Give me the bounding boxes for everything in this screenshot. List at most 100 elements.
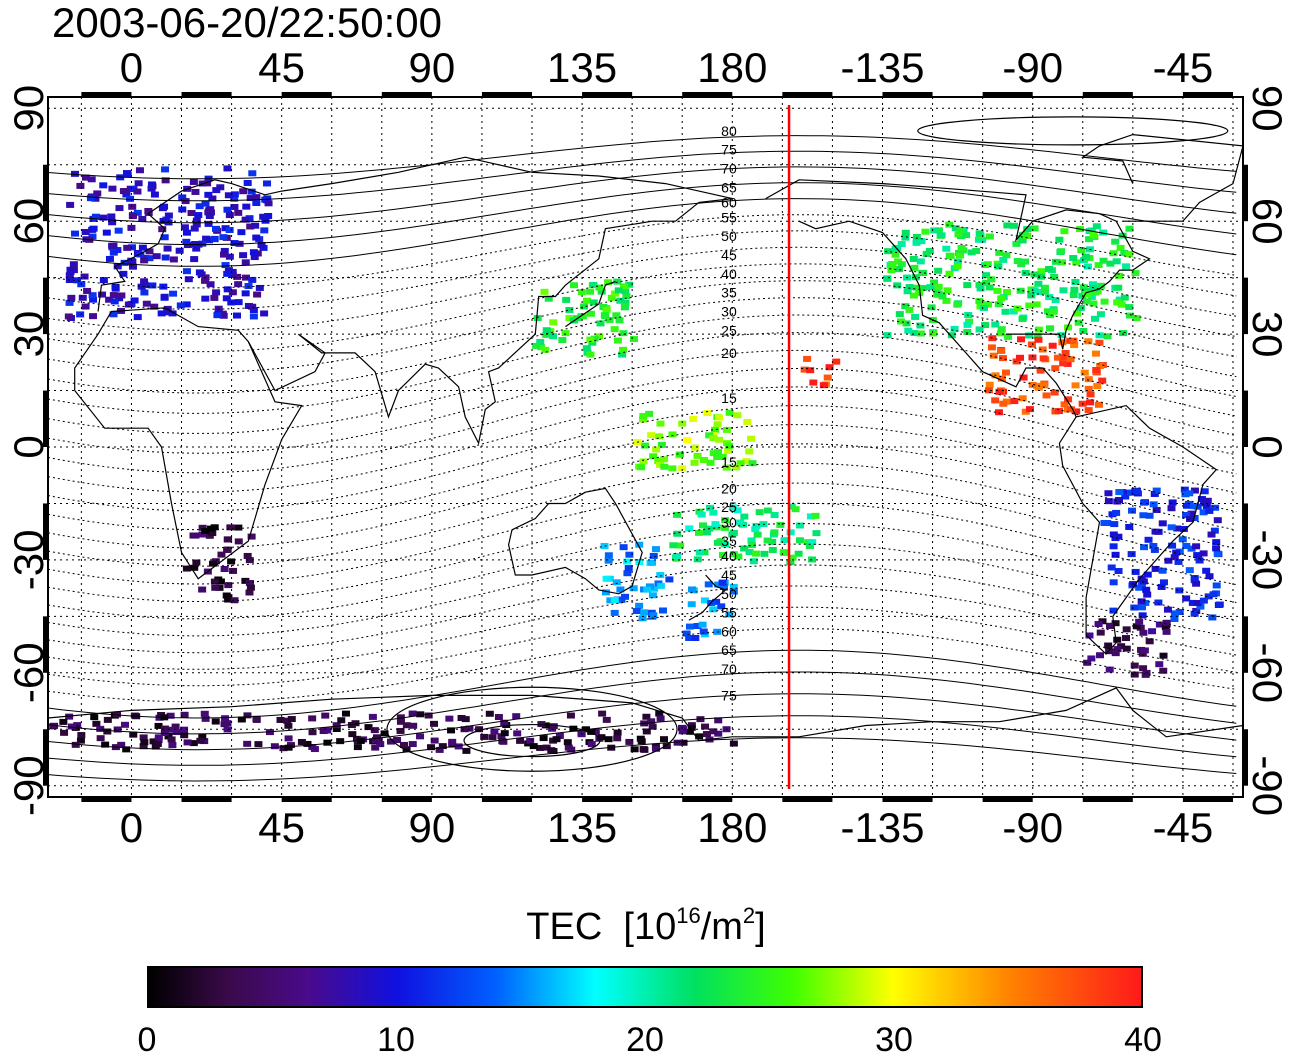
tec-pixel bbox=[717, 603, 726, 610]
tec-pixel bbox=[1071, 382, 1080, 389]
frame-bar-bottom bbox=[682, 797, 733, 802]
mag-contour bbox=[47, 715, 1237, 766]
tec-pixel bbox=[220, 247, 229, 254]
tec-pixel bbox=[613, 729, 622, 736]
tec-pixel bbox=[1003, 289, 1012, 296]
tec-pixel bbox=[1015, 354, 1024, 361]
tec-pixel bbox=[154, 734, 163, 741]
tec-pixel bbox=[279, 745, 288, 752]
tec-pixel bbox=[91, 195, 100, 202]
tec-pixel bbox=[1204, 593, 1213, 600]
tec-pixel bbox=[122, 191, 131, 198]
tec-pixel bbox=[393, 737, 402, 744]
tec-pixel bbox=[997, 347, 1006, 354]
tec-pixel bbox=[241, 290, 250, 297]
tec-pixel bbox=[253, 291, 262, 298]
tec-pixel bbox=[690, 459, 699, 466]
tec-pixel bbox=[542, 327, 551, 334]
timestamp: 2003-06-20/22:50:00 bbox=[52, 0, 442, 46]
tec-pixel bbox=[1072, 408, 1081, 415]
tec-pixel bbox=[589, 299, 598, 306]
tec-pixel bbox=[668, 465, 677, 472]
frame-bar-right bbox=[1243, 390, 1248, 447]
tec-pixel bbox=[1155, 661, 1164, 668]
tec-pixel bbox=[725, 442, 734, 449]
tec-pixel bbox=[1135, 618, 1144, 625]
tec-pixel bbox=[113, 263, 122, 270]
contour-label: 70 bbox=[721, 161, 737, 177]
tec-pixel bbox=[1124, 251, 1133, 258]
tec-pixel bbox=[565, 306, 574, 313]
contour-label: 55 bbox=[721, 209, 737, 225]
tec-pixel bbox=[1081, 253, 1090, 260]
tec-pixel bbox=[70, 170, 79, 177]
tec-pixel bbox=[109, 242, 118, 249]
tec-pixel bbox=[656, 420, 665, 427]
tec-pixel bbox=[912, 239, 921, 246]
tec-pixel bbox=[909, 292, 918, 299]
tec-pixel bbox=[587, 741, 596, 748]
tec-region-s-america bbox=[1100, 486, 1224, 622]
frame-bar-top bbox=[481, 92, 533, 97]
mag-contour bbox=[47, 462, 1237, 567]
tec-pixel bbox=[602, 716, 611, 723]
frame-bar-bottom bbox=[1182, 797, 1233, 802]
tec-pixel bbox=[962, 232, 971, 239]
tec-pixel bbox=[635, 602, 644, 609]
tec-pixel bbox=[642, 728, 651, 735]
tec-pixel bbox=[616, 297, 625, 304]
tec-pixel bbox=[640, 442, 649, 449]
tec-pixel bbox=[1034, 280, 1043, 287]
tec-pixel bbox=[1051, 365, 1060, 372]
tec-pixel bbox=[213, 312, 222, 319]
tec-pixel bbox=[806, 367, 815, 374]
tec-pixel bbox=[1212, 545, 1221, 552]
tec-pixel bbox=[76, 311, 85, 318]
tec-pixel bbox=[539, 735, 548, 742]
tec-pixel bbox=[635, 541, 644, 548]
lat-tick-right: -30 bbox=[1244, 530, 1291, 591]
tec-pixel bbox=[380, 730, 389, 737]
tec-pixel bbox=[823, 374, 832, 381]
tec-pixel bbox=[1162, 619, 1171, 626]
tec-pixel bbox=[135, 167, 144, 174]
tec-pixel bbox=[582, 297, 591, 304]
tec-pixel bbox=[150, 191, 159, 198]
tec-pixel bbox=[780, 537, 789, 544]
mag-contour bbox=[47, 628, 1237, 703]
tec-pixel bbox=[120, 259, 129, 266]
tec-pixel bbox=[215, 584, 224, 591]
tec-pixel bbox=[640, 609, 649, 616]
tec-pixel bbox=[80, 273, 89, 280]
tec-pixel bbox=[152, 253, 161, 260]
tec-pixel bbox=[607, 294, 616, 301]
tec-pixel bbox=[163, 309, 172, 316]
tec-pixel bbox=[1111, 650, 1120, 657]
tec-pixel bbox=[1115, 489, 1124, 496]
tec-pixel bbox=[416, 733, 425, 740]
tec-pixel bbox=[673, 511, 682, 518]
tec-pixel bbox=[1035, 289, 1044, 296]
tec-pixel bbox=[975, 326, 984, 333]
tec-pixel bbox=[192, 221, 201, 228]
tec-pixel bbox=[1175, 587, 1184, 594]
tec-pixel bbox=[725, 611, 734, 618]
tec-pixel bbox=[998, 355, 1007, 362]
tec-pixel bbox=[937, 232, 946, 239]
tec-pixel bbox=[1034, 336, 1043, 343]
tec-pixel bbox=[81, 228, 90, 235]
tec-pixel bbox=[619, 544, 628, 551]
tec-pixel bbox=[929, 330, 938, 337]
tec-pixel bbox=[719, 583, 728, 590]
tec-pixel bbox=[1113, 636, 1122, 643]
tec-pixel bbox=[555, 732, 564, 739]
tec-pixel bbox=[685, 525, 694, 532]
tec-pixel bbox=[206, 281, 215, 288]
tec-pixel bbox=[241, 259, 250, 266]
tec-pixel bbox=[753, 531, 762, 538]
tec-pixel bbox=[934, 283, 943, 290]
tec-pixel bbox=[1018, 395, 1027, 402]
contour-label: 15 bbox=[721, 454, 737, 470]
tec-pixel bbox=[424, 712, 433, 719]
lon-tick-bottom: 0 bbox=[120, 804, 143, 851]
